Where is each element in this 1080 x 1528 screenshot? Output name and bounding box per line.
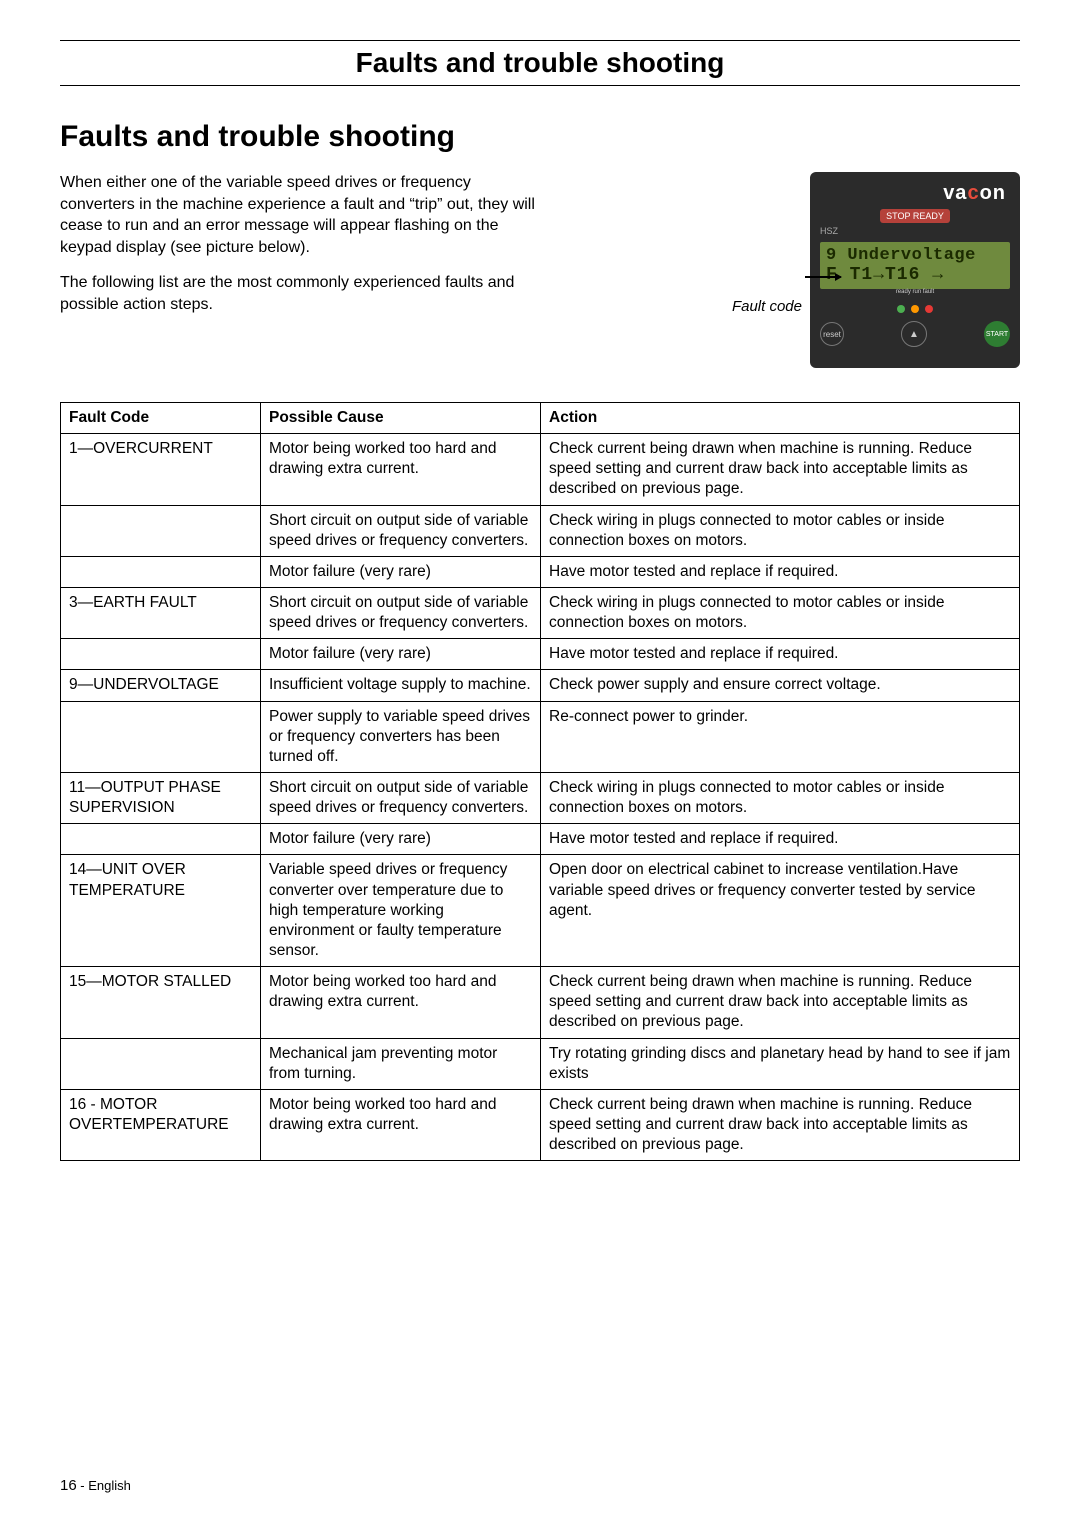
fault-arrow-icon xyxy=(805,276,841,278)
cell-fault-code xyxy=(61,556,261,587)
cell-possible-cause: Mechanical jam preventing motor from tur… xyxy=(261,1038,541,1089)
cell-possible-cause: Motor being worked too hard and drawing … xyxy=(261,1089,541,1160)
cell-possible-cause: Variable speed drives or frequency conve… xyxy=(261,855,541,967)
fault-code-caption: Fault code xyxy=(732,298,802,315)
led-run-icon xyxy=(911,305,919,313)
cell-possible-cause: Short circuit on output side of variable… xyxy=(261,587,541,638)
device-brand: vacon xyxy=(820,182,1010,205)
device-leds xyxy=(820,305,1010,313)
cell-action: Check wiring in plugs connected to motor… xyxy=(541,772,1020,823)
table-row: 1—OVERCURRENTMotor being worked too hard… xyxy=(61,434,1020,505)
table-row: 14—UNIT OVER TEMPERATUREVariable speed d… xyxy=(61,855,1020,967)
led-labels: ready run fault xyxy=(820,289,1010,295)
table-row: Short circuit on output side of variable… xyxy=(61,505,1020,556)
header-possible-cause: Possible Cause xyxy=(261,403,541,434)
cell-possible-cause: Motor failure (very rare) xyxy=(261,639,541,670)
cell-fault-code: 11—OUTPUT PHASE SUPERVISION xyxy=(61,772,261,823)
cell-action: Try rotating grinding discs and planetar… xyxy=(541,1038,1020,1089)
header-fault-code: Fault Code xyxy=(61,403,261,434)
section-title: Faults and trouble shooting xyxy=(60,120,1020,154)
table-row: 9—UNDERVOLTAGEInsufficient voltage suppl… xyxy=(61,670,1020,701)
cell-possible-cause: Short circuit on output side of variable… xyxy=(261,772,541,823)
faults-table: Fault Code Possible Cause Action 1—OVERC… xyxy=(60,402,1020,1161)
cell-action: Have motor tested and replace if require… xyxy=(541,556,1020,587)
footer-language: - English xyxy=(77,1478,131,1493)
cell-possible-cause: Motor being worked too hard and drawing … xyxy=(261,434,541,505)
cell-fault-code xyxy=(61,1038,261,1089)
cell-possible-cause: Motor failure (very rare) xyxy=(261,824,541,855)
led-ready-icon xyxy=(897,305,905,313)
cell-fault-code xyxy=(61,824,261,855)
cell-fault-code: 14—UNIT OVER TEMPERATURE xyxy=(61,855,261,967)
device-lcd: 9 Undervoltage F T1→T16 → xyxy=(820,242,1010,289)
keypad-device: vacon STOP READY HSZ 9 Undervoltage F T1… xyxy=(810,172,1020,368)
cell-fault-code: 3—EARTH FAULT xyxy=(61,587,261,638)
cell-action: Check current being drawn when machine i… xyxy=(541,967,1020,1038)
cell-action: Open door on electrical cabinet to incre… xyxy=(541,855,1020,967)
cell-action: Check current being drawn when machine i… xyxy=(541,434,1020,505)
header-action: Action xyxy=(541,403,1020,434)
device-status-badge: STOP READY xyxy=(880,209,950,223)
cell-fault-code xyxy=(61,639,261,670)
dpad-button[interactable]: ▲ xyxy=(901,321,927,347)
table-row: 16 - MOTOR OVERTEMPERATUREMotor being wo… xyxy=(61,1089,1020,1160)
device-small-label: HSZ xyxy=(820,226,1010,236)
table-row: 3—EARTH FAULTShort circuit on output sid… xyxy=(61,587,1020,638)
cell-action: Check current being drawn when machine i… xyxy=(541,1089,1020,1160)
start-button[interactable]: START xyxy=(984,321,1010,347)
cell-possible-cause: Short circuit on output side of variable… xyxy=(261,505,541,556)
intro-text: When either one of the variable speed dr… xyxy=(60,172,712,330)
intro-paragraph-2: The following list are the most commonly… xyxy=(60,272,540,315)
cell-possible-cause: Insufficient voltage supply to machine. xyxy=(261,670,541,701)
lcd-line-2: F T1→T16 → xyxy=(826,265,1004,285)
reset-button[interactable]: reset xyxy=(820,322,844,346)
lcd-line-1: 9 Undervoltage xyxy=(826,246,1004,265)
page-header-title: Faults and trouble shooting xyxy=(60,43,1020,86)
cell-fault-code: 16 - MOTOR OVERTEMPERATURE xyxy=(61,1089,261,1160)
cell-action: Have motor tested and replace if require… xyxy=(541,639,1020,670)
cell-action: Re-connect power to grinder. xyxy=(541,701,1020,772)
page-footer: 16 - English xyxy=(60,1477,131,1494)
table-header-row: Fault Code Possible Cause Action xyxy=(61,403,1020,434)
table-row: 11—OUTPUT PHASE SUPERVISIONShort circuit… xyxy=(61,772,1020,823)
cell-fault-code xyxy=(61,505,261,556)
cell-possible-cause: Motor being worked too hard and drawing … xyxy=(261,967,541,1038)
cell-possible-cause: Power supply to variable speed drives or… xyxy=(261,701,541,772)
table-row: 15—MOTOR STALLEDMotor being worked too h… xyxy=(61,967,1020,1038)
cell-possible-cause: Motor failure (very rare) xyxy=(261,556,541,587)
table-row: Power supply to variable speed drives or… xyxy=(61,701,1020,772)
table-row: Motor failure (very rare)Have motor test… xyxy=(61,824,1020,855)
cell-action: Check wiring in plugs connected to motor… xyxy=(541,505,1020,556)
cell-fault-code: 15—MOTOR STALLED xyxy=(61,967,261,1038)
cell-action: Have motor tested and replace if require… xyxy=(541,824,1020,855)
cell-fault-code: 9—UNDERVOLTAGE xyxy=(61,670,261,701)
cell-action: Check wiring in plugs connected to motor… xyxy=(541,587,1020,638)
led-fault-icon xyxy=(925,305,933,313)
table-row: Motor failure (very rare)Have motor test… xyxy=(61,556,1020,587)
table-row: Mechanical jam preventing motor from tur… xyxy=(61,1038,1020,1089)
page-number: 16 xyxy=(60,1477,77,1494)
cell-action: Check power supply and ensure correct vo… xyxy=(541,670,1020,701)
intro-paragraph-1: When either one of the variable speed dr… xyxy=(60,172,540,258)
cell-fault-code xyxy=(61,701,261,772)
cell-fault-code: 1—OVERCURRENT xyxy=(61,434,261,505)
table-row: Motor failure (very rare)Have motor test… xyxy=(61,639,1020,670)
